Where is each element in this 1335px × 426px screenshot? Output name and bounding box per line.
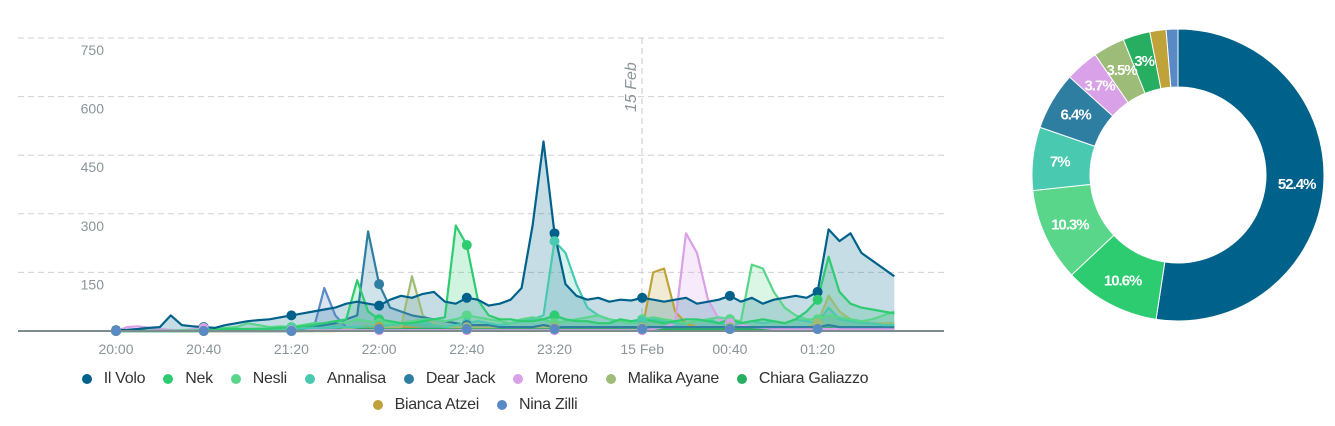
donut-slices[interactable]	[1031, 28, 1325, 322]
legend-dot-icon	[403, 374, 414, 384]
marker-nina-zilli[interactable]	[724, 324, 735, 335]
legend-label: Moreno	[535, 370, 588, 387]
legend-item-annalisa[interactable]: Annalisa	[304, 370, 386, 388]
series-markers[interactable]	[111, 228, 823, 336]
marker-nina-zilli[interactable]	[111, 326, 121, 336]
slice-label: 6.4%	[1060, 106, 1091, 123]
chart-legend: Il Volo Nek Nesli Annalisa Dear Jack Moreno Ma…	[40, 366, 910, 418]
slice-label: 10.3%	[1051, 217, 1089, 234]
legend-label: Dear Jack	[425, 370, 496, 387]
marker-dear-jack[interactable]	[374, 279, 385, 290]
legend-dot-icon	[372, 400, 383, 410]
legend-item-il-volo[interactable]: Il Volo	[81, 370, 146, 388]
date-divider-label: 15 Feb	[623, 62, 640, 112]
legend-dot-icon	[605, 374, 616, 384]
x-axis-labels: 20:00 20:40 21:20 22:00 22:40 23:20 15 Feb 00:4…	[98, 341, 835, 357]
x-tick-label: 01:20	[800, 341, 835, 357]
x-tick-label: 23:20	[537, 341, 572, 357]
line-nek[interactable]	[116, 224, 895, 333]
slice-label: 3.7%	[1084, 77, 1115, 94]
marker-nina-zilli[interactable]	[812, 324, 823, 335]
line-chart: 150 300 450 600 750 20:00 20:40 21:20 22:00 22:4…	[18, 37, 944, 357]
legend-label: Nesli	[252, 370, 287, 387]
x-tick-label: 21:20	[274, 341, 309, 357]
legend-item-chiara-galiazzo[interactable]: Chiara Galiazzo	[736, 370, 869, 388]
legend-item-dear-jack[interactable]: Dear Jack	[403, 370, 496, 388]
marker-annalisa[interactable]	[549, 236, 560, 247]
marker-nek[interactable]	[812, 294, 823, 305]
marker-nina-zilli[interactable]	[198, 326, 209, 336]
marker-il-volo[interactable]	[637, 292, 648, 303]
marker-il-volo[interactable]	[724, 290, 735, 301]
slice-il-volo[interactable]	[1155, 28, 1325, 322]
legend-item-moreno[interactable]: Moreno	[513, 370, 588, 388]
legend-label: Nina Zilli	[519, 396, 578, 413]
legend-item-bianca-atzei[interactable]: Bianca Atzei	[372, 396, 480, 414]
y-tick-label: 150	[81, 276, 105, 292]
marker-nina-zilli[interactable]	[637, 324, 648, 335]
marker-nina-zilli[interactable]	[286, 326, 297, 336]
marker-il-volo[interactable]	[549, 228, 560, 239]
line-nesli[interactable]	[116, 263, 895, 333]
marker-nina-zilli[interactable]	[549, 324, 560, 335]
marker-nina-zilli[interactable]	[374, 324, 385, 335]
x-tick-label: 00:40	[712, 341, 747, 357]
legend-item-malika-ayane[interactable]: Malika Ayane	[605, 370, 720, 388]
legend-label: Nek	[185, 370, 213, 387]
x-tick-label: 20:00	[98, 341, 133, 357]
marker-nesli[interactable]	[461, 310, 472, 321]
legend-label: Chiara Galiazzo	[758, 370, 869, 387]
marker-il-volo[interactable]	[461, 292, 472, 303]
legend-row-2: Bianca Atzei Nina Zilli	[40, 392, 910, 418]
slice-label: 52.4%	[1278, 176, 1316, 193]
legend-row-1: Il Volo Nek Nesli Annalisa Dear Jack Moreno Ma…	[40, 366, 910, 392]
line-il-volo[interactable]	[115, 140, 895, 332]
y-tick-label: 600	[81, 101, 105, 117]
legend-label: Il Volo	[103, 370, 146, 387]
y-tick-label: 750	[81, 42, 105, 58]
legend-label: Malika Ayane	[627, 370, 720, 387]
legend-item-nesli[interactable]: Nesli	[230, 370, 287, 388]
legend-item-nina-zilli[interactable]: Nina Zilli	[497, 396, 578, 414]
legend-item-nek[interactable]: Nek	[163, 370, 213, 388]
slice-label: 10.6%	[1104, 272, 1142, 289]
legend-dot-icon	[304, 374, 315, 384]
slice-label: 7%	[1050, 154, 1070, 171]
y-axis-labels: 150 300 450 600 750	[81, 42, 105, 292]
legend-dot-icon	[81, 374, 92, 384]
y-tick-label: 450	[81, 159, 105, 175]
legend-dot-icon	[163, 374, 174, 384]
slice-label: 3.5%	[1107, 62, 1138, 79]
slice-nina-zilli[interactable]	[1165, 28, 1179, 88]
x-tick-label: 22:40	[449, 341, 484, 357]
marker-nek[interactable]	[461, 240, 472, 251]
y-tick-label: 300	[81, 218, 105, 234]
legend-label: Bianca Atzei	[394, 396, 480, 413]
x-tick-label: 20:40	[186, 341, 221, 357]
area-moreno	[116, 233, 895, 331]
x-tick-label: 22:00	[362, 341, 397, 357]
area-il-volo	[116, 141, 895, 331]
marker-il-volo[interactable]	[812, 286, 823, 297]
legend-dot-icon	[513, 374, 524, 384]
marker-il-volo[interactable]	[286, 310, 297, 321]
grid-lines	[18, 37, 944, 273]
slice-label: 3%	[1134, 53, 1154, 70]
marker-nek[interactable]	[549, 310, 560, 321]
legend-dot-icon	[230, 374, 241, 384]
donut-labels: 52.4% 10.6% 10.3% 7% 6.4% 3.7%3.5%3%	[1050, 53, 1317, 289]
donut-chart: 52.4% 10.6% 10.3% 7% 6.4% 3.7%3.5%3%	[1031, 28, 1325, 322]
marker-il-volo[interactable]	[374, 300, 385, 311]
x-tick-label: 15 Feb	[620, 341, 664, 357]
legend-dot-icon	[497, 400, 508, 410]
marker-nina-zilli[interactable]	[461, 324, 472, 335]
legend-label: Annalisa	[326, 370, 386, 387]
legend-dot-icon	[736, 374, 747, 384]
